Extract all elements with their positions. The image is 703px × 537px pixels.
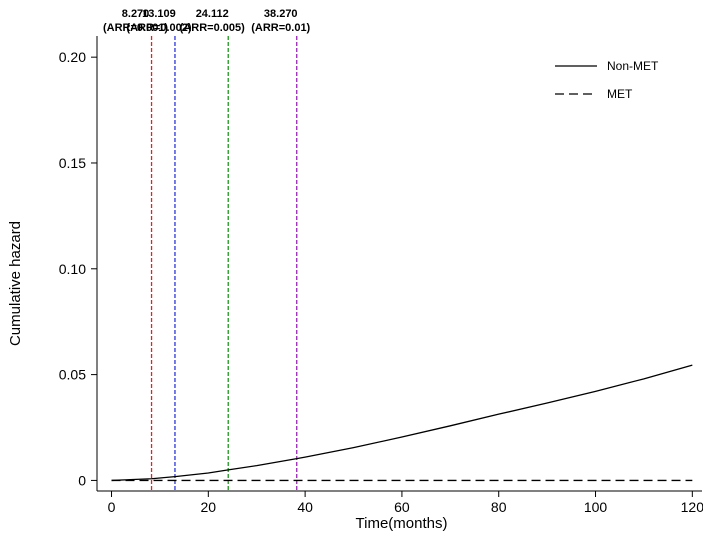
vline-arr-label: (ARR=0.001) [103, 22, 168, 34]
legend: Non-MET MET [555, 59, 659, 101]
legend-label: Non-MET [607, 59, 659, 73]
y-tick-label: 0.10 [59, 261, 86, 277]
vline-arr-label: (ARR=0.01) [251, 22, 310, 34]
x-tick-label: 0 [108, 499, 116, 515]
vline-annotations: 8.270 (ARR=0.001) 13.109 (ARR=0.002) 24.112 (… [103, 8, 311, 34]
series-line-non-met [111, 364, 693, 482]
vline-arr-label: (ARR=0.005) [180, 22, 245, 34]
x-tick-label: 20 [201, 499, 217, 515]
y-tick-label: 0 [78, 472, 86, 488]
vline-arr-label: (ARR=0.002) [126, 22, 191, 34]
reference-lines [150, 36, 298, 491]
axes: 0 0.05 0.10 0.15 0.20 0 20 40 60 80 100 120 [59, 36, 703, 515]
x-tick-label: 100 [584, 499, 608, 515]
y-axis-label: Cumulative hazard [7, 221, 24, 346]
x-tick-label: 60 [394, 499, 410, 515]
x-axis-label: Time(months) [356, 515, 448, 532]
y-tick-label: 0.20 [59, 49, 86, 65]
vline-value-label: 24.112 [196, 8, 229, 20]
vline-value-label: 38.270 [264, 8, 298, 20]
legend-label: MET [607, 87, 633, 101]
vline-value-label: 8.270 [122, 8, 150, 20]
y-tick-label: 0.05 [59, 367, 86, 383]
y-tick-label: 0.15 [59, 155, 86, 171]
x-tick-label: 40 [297, 499, 313, 515]
vline-value-label: 13.109 [142, 8, 176, 20]
series-lines [111, 364, 693, 482]
x-tick-label: 120 [681, 499, 703, 515]
x-tick-label: 80 [491, 499, 507, 515]
